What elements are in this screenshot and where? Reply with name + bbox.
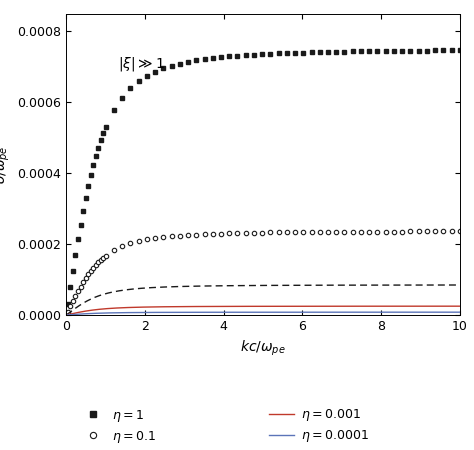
- Text: $|\xi| \gg 1$: $|\xi| \gg 1$: [118, 55, 164, 73]
- X-axis label: $kc/\omega_{pe}$: $kc/\omega_{pe}$: [240, 338, 286, 358]
- Legend: $\eta = 0.001$, $\eta = 0.0001$: $\eta = 0.001$, $\eta = 0.0001$: [269, 407, 368, 445]
- Y-axis label: $\delta/\omega_{pe}$: $\delta/\omega_{pe}$: [0, 145, 12, 184]
